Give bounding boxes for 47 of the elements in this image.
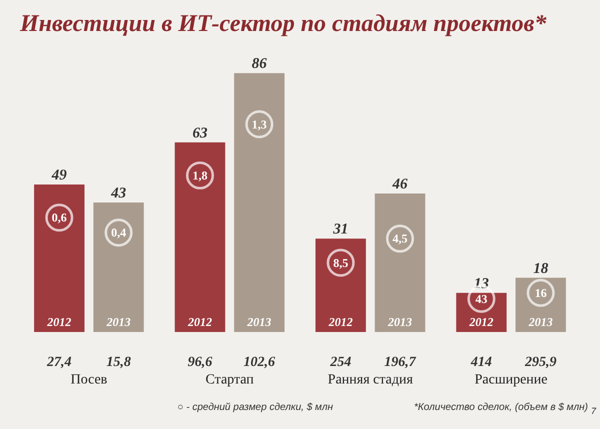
x-tick-label: Посев — [70, 372, 108, 388]
text: 27,4 — [46, 355, 72, 370]
bar — [374, 194, 426, 332]
x-tick-label: Ранняя стадия — [328, 372, 414, 388]
data-label: 13 — [474, 276, 490, 292]
bar — [315, 238, 366, 332]
text: *Количество сделок, (объем в $ млн) — [414, 402, 588, 413]
bar — [34, 184, 84, 332]
data-label: 18 — [533, 260, 549, 277]
annotation: 1,8 — [192, 168, 208, 182]
annotation: 1,3 — [252, 117, 267, 132]
text: 2012 — [328, 315, 353, 329]
bar — [174, 142, 226, 332]
data-label: 86 — [252, 56, 268, 72]
text: 254 — [329, 355, 352, 370]
annotation: 8,5 — [333, 256, 348, 270]
bar — [516, 278, 566, 332]
text: 2013 — [247, 315, 272, 329]
data-label: 63 — [192, 125, 208, 142]
text: 2012 — [188, 315, 212, 329]
text: 7 — [590, 406, 597, 416]
text: 196,7 — [384, 355, 417, 370]
text: 96,6 — [188, 355, 212, 370]
text: 2012 — [469, 315, 494, 329]
x-tick-label: Стартап — [206, 372, 254, 388]
chart-title: Инвестиции в ИТ-сектор по стадиям проектов* — [19, 11, 548, 37]
bar — [93, 202, 144, 332]
data-label: 49 — [50, 167, 68, 184]
annotation: 43 — [475, 292, 488, 306]
text: 15,8 — [106, 355, 131, 370]
annotation: 0,6 — [52, 210, 67, 225]
x-tick-label: Расширение — [474, 372, 548, 388]
series-label: 2012 — [46, 315, 72, 329]
text: 2013 — [528, 315, 553, 329]
text: 414 — [470, 355, 492, 370]
data-label: 43 — [110, 186, 127, 202]
text: 295,9 — [524, 355, 556, 370]
text: 102,6 — [244, 355, 276, 370]
text: ○ - средний размер сделки, $ млн — [177, 402, 334, 413]
text: 2013 — [388, 315, 412, 329]
annotation: 0,4 — [111, 226, 126, 240]
data-label: 31 — [332, 222, 348, 238]
annotation: 4,5 — [392, 232, 408, 246]
annotation: 16 — [534, 286, 547, 300]
data-label: 46 — [392, 176, 408, 193]
series-label: 2013 — [106, 315, 131, 329]
bar — [234, 73, 285, 332]
